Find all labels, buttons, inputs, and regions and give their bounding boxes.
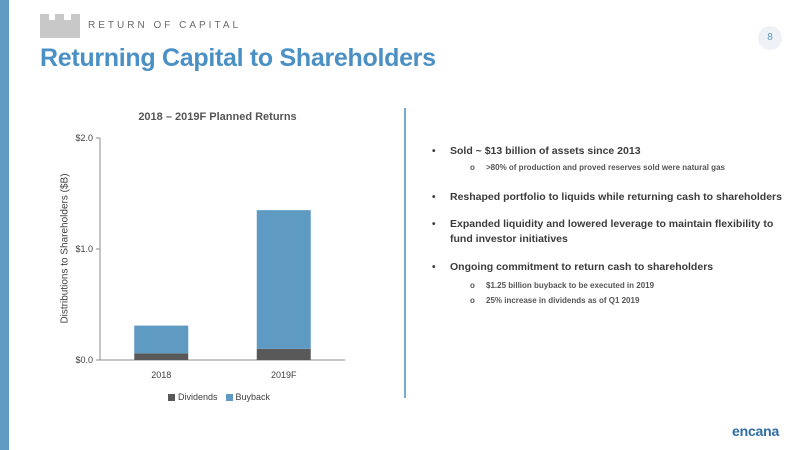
bullet-text: Ongoing commitment to return cash to sha… (450, 261, 714, 273)
bar-dividends-2019f (256, 348, 311, 360)
x-tick-label: 2019F (271, 370, 297, 380)
bullet-item: • Ongoing commitment to return cash to s… (432, 260, 782, 307)
sub-bullet-circle-icon: o (470, 163, 475, 172)
castle-icon (40, 14, 80, 38)
sub-bullet-text: 25% increase in dividends as of Q1 2019 (486, 296, 640, 305)
bullet-dot-icon: • (432, 219, 436, 230)
legend-swatch-buyback (225, 393, 233, 401)
legend-label-dividends: Dividends (178, 392, 218, 402)
sub-bullet-item: o >80% of production and proved reserves… (450, 162, 782, 174)
page-number-badge: 8 (758, 26, 782, 50)
bullet-list: • Sold ~ $13 billion of assets since 201… (432, 144, 782, 307)
encana-logo: encana (732, 423, 780, 439)
sub-bullet-item: o 25% increase in dividends as of Q1 201… (450, 295, 782, 307)
bullet-dot-icon: • (432, 192, 436, 203)
section-label: RETURN OF CAPITAL (88, 20, 242, 31)
chart-title: 2018 – 2019F Planned Returns (138, 111, 297, 123)
y-tick-label: $1.0 (75, 244, 93, 254)
legend-item-buyback: Buyback (225, 392, 271, 402)
bullet-item: • Expanded liquidity and lowered leverag… (432, 217, 782, 247)
sub-bullet-circle-icon: o (470, 281, 475, 290)
sub-bullet-text: >80% of production and proved reserves s… (486, 163, 725, 172)
x-tick-label: 2018 (151, 370, 171, 380)
bullet-dot-icon: • (432, 262, 436, 273)
sub-bullet-circle-icon: o (470, 296, 475, 305)
y-tick-label: $0.0 (75, 355, 93, 365)
legend-swatch-dividends (168, 393, 175, 401)
vertical-divider (404, 108, 406, 398)
legend-label-buyback: Buyback (235, 392, 271, 402)
bullet-item: • Reshaped portfolio to liquids while re… (432, 190, 782, 205)
left-accent-bar (0, 0, 9, 450)
legend-item-dividends: Dividends (168, 392, 218, 402)
bullet-text: Sold ~ $13 billion of assets since 2013 (450, 145, 641, 157)
bullet-text: Reshaped portfolio to liquids while retu… (450, 191, 782, 203)
bar-buyback-2019f (256, 210, 311, 349)
chart-legend: Dividends Buyback (168, 392, 274, 402)
bullet-item: • Sold ~ $13 billion of assets since 201… (432, 144, 782, 174)
bullet-dot-icon: • (432, 146, 436, 157)
bullet-text: Expanded liquidity and lowered leverage … (450, 218, 774, 245)
page-title: Returning Capital to Shareholders (40, 44, 436, 72)
sub-bullet-item: o $1.25 billion buyback to be executed i… (450, 280, 782, 292)
bar-dividends-2018 (134, 353, 189, 360)
bar-buyback-2018 (134, 325, 189, 354)
sub-bullet-text: $1.25 billion buyback to be executed in … (486, 281, 655, 290)
y-tick-label: $2.0 (75, 133, 93, 143)
